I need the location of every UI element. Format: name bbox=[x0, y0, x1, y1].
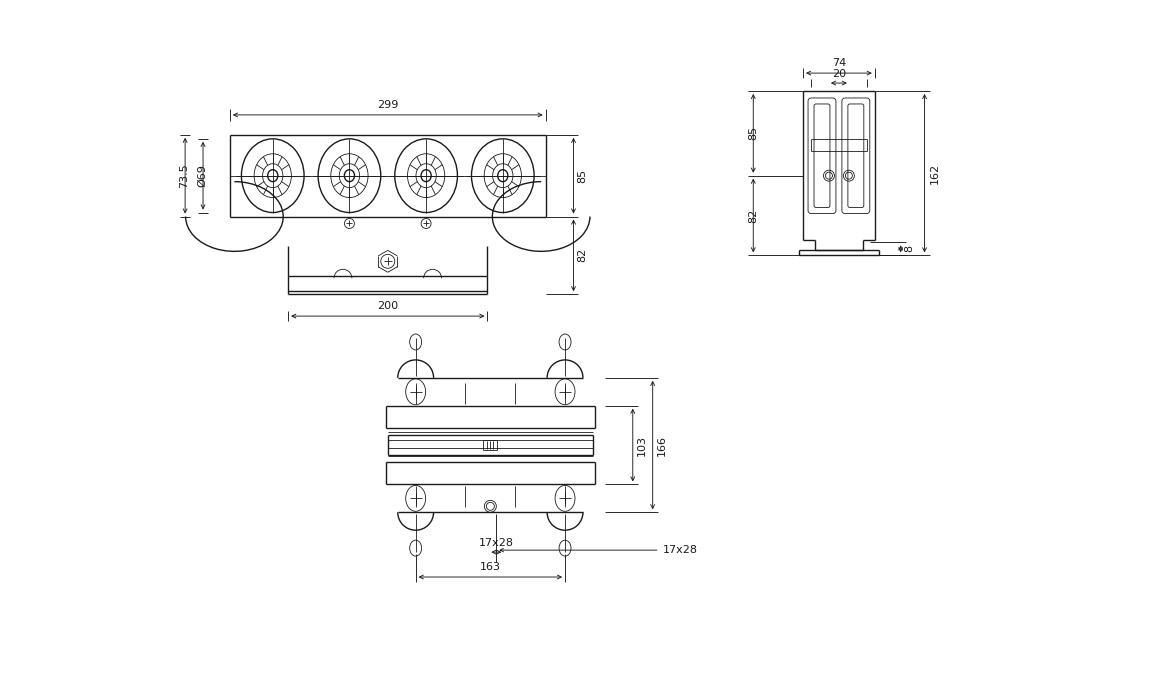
Text: 82: 82 bbox=[749, 209, 758, 223]
Text: 299: 299 bbox=[377, 100, 399, 110]
Text: 8: 8 bbox=[904, 245, 915, 253]
Text: 74: 74 bbox=[832, 58, 846, 68]
Text: 82: 82 bbox=[577, 248, 588, 263]
Text: 166: 166 bbox=[657, 435, 667, 456]
Text: 162: 162 bbox=[930, 162, 940, 183]
Text: 200: 200 bbox=[377, 301, 399, 311]
Text: 20: 20 bbox=[832, 69, 846, 79]
Text: 103: 103 bbox=[637, 435, 646, 456]
Text: 73.5: 73.5 bbox=[179, 163, 189, 188]
Text: 163: 163 bbox=[480, 562, 501, 572]
Text: 85: 85 bbox=[577, 169, 588, 183]
Text: 17x28: 17x28 bbox=[662, 545, 698, 555]
Text: Ø69: Ø69 bbox=[197, 165, 207, 187]
Text: 85: 85 bbox=[749, 127, 758, 140]
Text: 17x28: 17x28 bbox=[479, 538, 514, 548]
